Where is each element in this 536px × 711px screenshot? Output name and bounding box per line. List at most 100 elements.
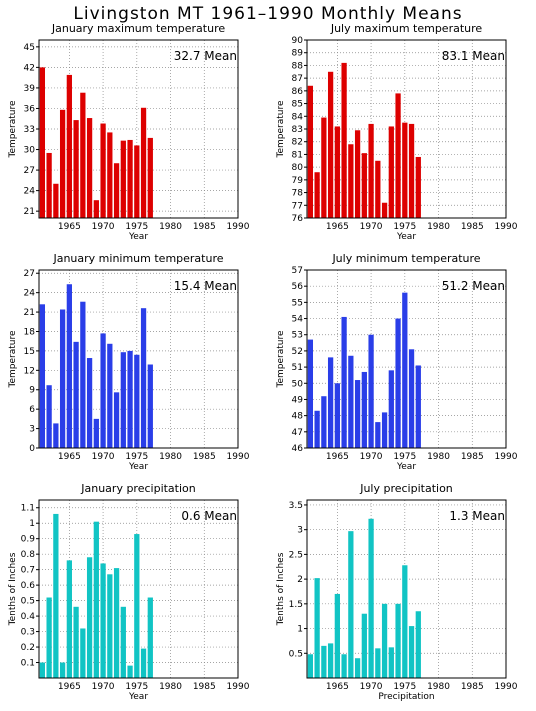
bar — [408, 349, 415, 448]
x-tick-label: 1975 — [125, 682, 148, 692]
bar — [39, 662, 46, 678]
bar — [415, 611, 421, 678]
x-tick-label: 1990 — [227, 222, 250, 232]
y-tick-label: 0.6 — [21, 581, 36, 591]
bar — [368, 123, 374, 218]
bar — [100, 563, 106, 678]
bar — [66, 284, 72, 448]
bar — [86, 358, 93, 448]
bar — [46, 597, 52, 678]
plot-title: January precipitation — [80, 482, 196, 495]
x-tick-label: 1975 — [125, 222, 148, 232]
bar — [59, 109, 66, 218]
y-tick-label: 0.5 — [289, 649, 303, 659]
bar — [120, 140, 126, 218]
bar — [127, 350, 133, 448]
bar — [321, 117, 327, 218]
bar — [107, 132, 113, 218]
bar — [314, 410, 320, 448]
x-axis-label: Year — [128, 692, 148, 702]
plot-frame — [306, 269, 507, 449]
bar — [59, 309, 66, 448]
y-tick-label: 52 — [292, 347, 303, 357]
x-tick-label: 1980 — [159, 452, 182, 462]
bar — [388, 647, 394, 678]
bar — [321, 396, 327, 448]
bar — [107, 343, 113, 448]
x-tick-label: 1990 — [495, 222, 518, 232]
mean-label: 32.7 Mean — [174, 49, 237, 63]
bar — [408, 123, 415, 218]
y-tick-label: 0.9 — [21, 535, 36, 545]
y-tick-label: 0.3 — [21, 628, 35, 638]
y-tick-label: 51 — [292, 363, 303, 373]
bar — [348, 531, 354, 678]
bar — [134, 354, 140, 448]
y-tick-label: 39 — [24, 84, 36, 94]
bar — [388, 126, 394, 218]
bar — [395, 93, 401, 218]
x-axis-label: Year — [396, 462, 416, 472]
mean-label: 83.1 Mean — [442, 49, 505, 63]
y-tick-label: 56 — [292, 282, 304, 292]
bar — [100, 333, 106, 448]
bar — [388, 370, 394, 448]
bar — [73, 120, 79, 218]
bar — [361, 371, 367, 448]
y-axis-label: Temperature — [276, 100, 286, 158]
x-tick-label: 1985 — [193, 222, 216, 232]
bar — [53, 183, 59, 218]
x-tick-label: 1985 — [461, 452, 484, 462]
x-tick-label: 1985 — [193, 682, 216, 692]
y-tick-label: 0.2 — [21, 643, 35, 653]
y-tick-label: 42 — [24, 63, 35, 73]
y-tick-label: 81 — [292, 150, 303, 160]
bar — [113, 163, 120, 218]
y-tick-label: 87 — [292, 74, 303, 84]
bar — [147, 597, 153, 678]
y-tick-label: 54 — [292, 315, 304, 325]
x-axis-label: Year — [128, 232, 148, 242]
bar — [59, 662, 66, 678]
bar — [73, 341, 79, 448]
bar — [53, 423, 59, 448]
bar — [341, 316, 347, 448]
chart-january-min-temp: January minimum temperature 0 3 6 9 12 15 18 21 2… — [8, 252, 250, 472]
bar — [80, 92, 86, 218]
y-axis-label: Temperature — [8, 100, 18, 158]
bar — [66, 74, 72, 218]
y-tick-label: 80 — [292, 163, 304, 173]
y-tick-label: 0.7 — [21, 566, 35, 576]
y-tick-label: 47 — [292, 428, 303, 438]
bar — [100, 123, 106, 218]
mean-label: 0.6 Mean — [181, 509, 237, 523]
x-tick-label: 1980 — [427, 452, 450, 462]
bar — [140, 107, 147, 218]
x-axis-label: Precipitation — [378, 692, 434, 702]
y-tick-label: 21 — [24, 207, 35, 217]
y-tick-label: 1.1 — [21, 504, 35, 514]
y-tick-label: 0 — [29, 444, 35, 454]
x-tick-label: 1980 — [159, 682, 182, 692]
y-tick-label: 27 — [24, 166, 35, 176]
x-tick-label: 1985 — [461, 682, 484, 692]
y-tick-label: 86 — [292, 87, 304, 97]
y-tick-label: 53 — [292, 331, 303, 341]
bar — [375, 422, 381, 448]
chart-july-precip: July precipitation 0.5 1 1.5 2 2.5 3 3.5 1965 197… — [276, 482, 518, 702]
bar — [354, 130, 361, 218]
bar — [348, 144, 354, 218]
x-tick-label: 1965 — [326, 452, 349, 462]
x-tick-label: 1990 — [227, 682, 250, 692]
bar — [368, 334, 374, 448]
bar — [327, 643, 334, 678]
y-tick-label: 36 — [24, 104, 36, 114]
bar — [46, 152, 52, 218]
bar — [354, 380, 361, 448]
plot-frame — [38, 499, 239, 679]
bar — [354, 658, 361, 678]
bar — [86, 118, 93, 218]
y-axis-label: Temperature — [276, 330, 286, 388]
bar — [113, 392, 120, 448]
y-tick-label: 9 — [29, 386, 35, 396]
